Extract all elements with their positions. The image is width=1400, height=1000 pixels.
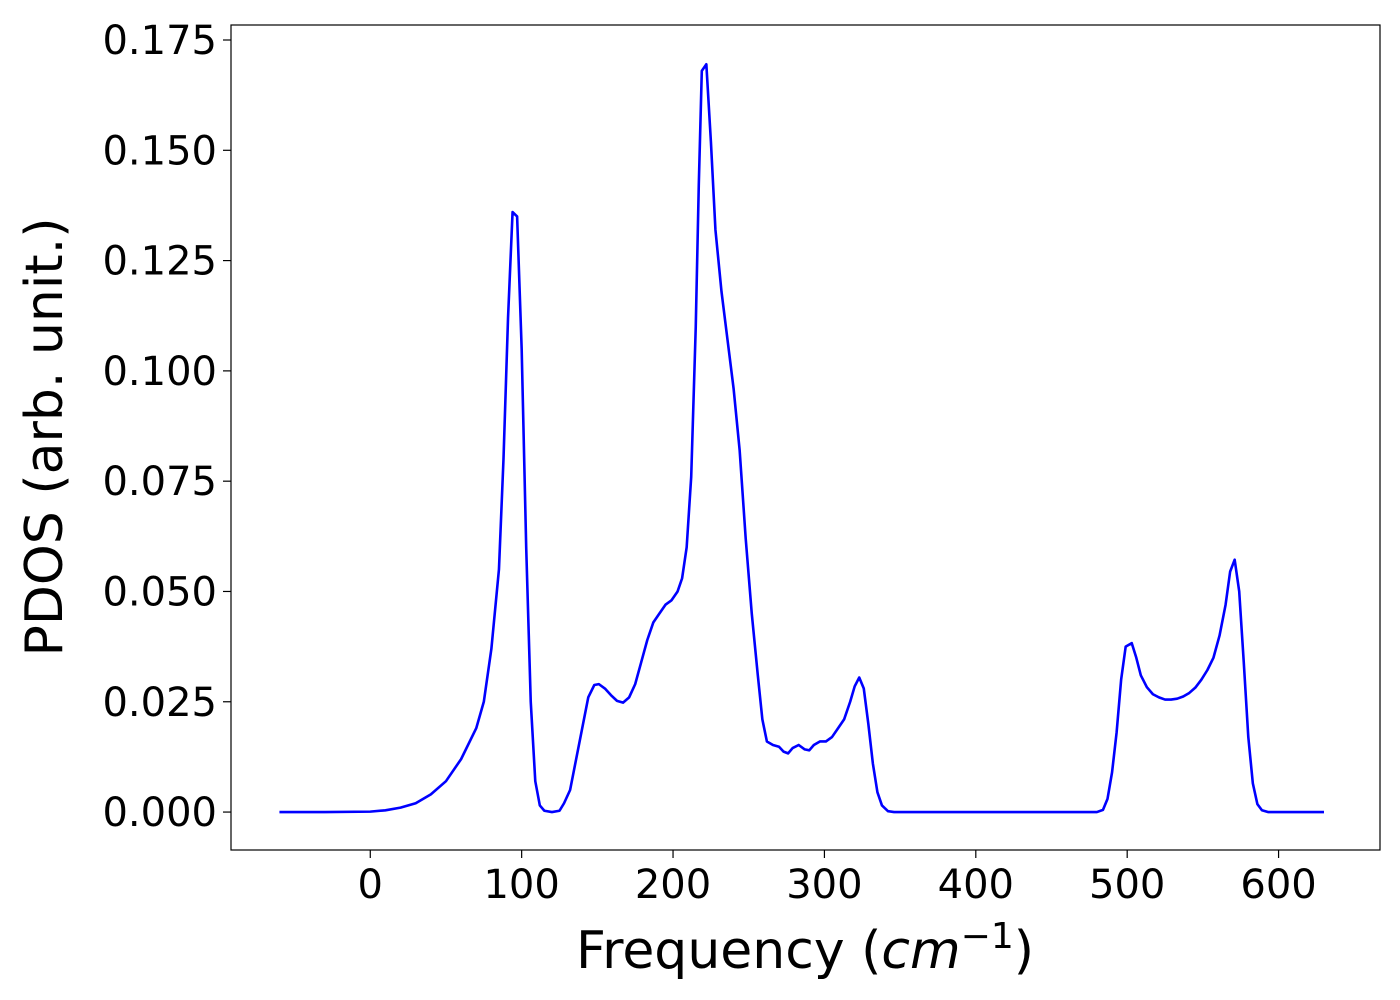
y-tick-label: 0.000	[102, 790, 217, 836]
y-tick-label: 0.025	[102, 680, 217, 726]
x-tick-label: 500	[1089, 862, 1165, 908]
x-label-text: Frequency (	[576, 921, 881, 981]
y-tick-label: 0.100	[102, 349, 217, 395]
x-label-math: cm	[881, 921, 960, 981]
plot-frame	[230, 24, 1381, 851]
y-axis-label: PDOS (arb. unit.)	[15, 217, 75, 656]
x-tick-label: 300	[786, 862, 862, 908]
x-tick-label: 400	[938, 862, 1014, 908]
y-tick-label: 0.125	[102, 239, 217, 285]
x-tick-label: 0	[358, 862, 383, 908]
y-tick-label: 0.150	[102, 128, 217, 174]
x-tick-label: 600	[1240, 862, 1316, 908]
y-tick-label: 0.075	[102, 459, 217, 505]
y-tick-label: 0.050	[102, 569, 217, 615]
x-tick-label: 200	[635, 862, 711, 908]
pdos-line	[279, 62, 1324, 814]
x-label-sup: −1	[961, 916, 1014, 957]
x-tick-label: 100	[483, 862, 559, 908]
x-axis-label: Frequency (cm−1)	[576, 916, 1034, 981]
y-tick-label: 0.175	[102, 18, 217, 64]
x-label-text: )	[1014, 921, 1034, 981]
